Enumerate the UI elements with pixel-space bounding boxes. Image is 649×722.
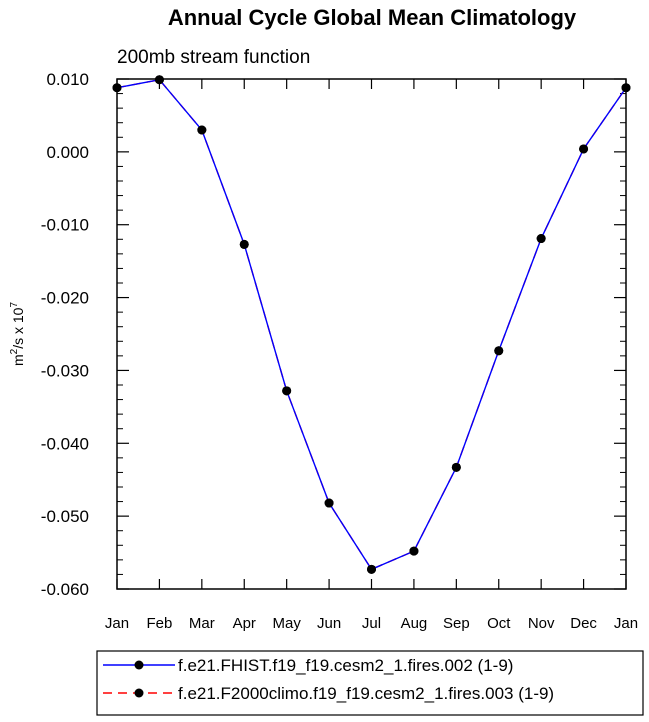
y-tick-label: -0.050 (41, 507, 89, 526)
series-point (579, 144, 589, 154)
y-label-sup1: 2 (9, 348, 20, 354)
y-tick-label: -0.060 (41, 580, 89, 599)
x-tick-label: Jun (317, 615, 341, 632)
series-point (451, 462, 461, 472)
y-label-sup2: 7 (9, 302, 20, 308)
y-tick-label: 0.000 (46, 143, 89, 162)
y-tick-labels: 0.010 0.000 -0.010 -0.020 -0.030 -0.040 -0.050… (41, 70, 89, 599)
legend-label: f.e21.F2000climo.f19_f19.cesm2_1.fires.0… (178, 684, 554, 703)
y-axis-label: m2/s x 107 (9, 302, 26, 366)
legend-label: f.e21.FHIST.f19_f19.cesm2_1.fires.002 (1… (178, 656, 513, 675)
series-point (282, 386, 292, 396)
series-line (116, 78, 627, 571)
x-tick-label: Jan (614, 615, 638, 632)
series-layer (112, 75, 631, 574)
y-label-mid: /s x 10 (10, 307, 26, 348)
chart-title: Annual Cycle Global Mean Climatology (168, 5, 577, 30)
y-tick-label: -0.030 (41, 361, 89, 380)
x-tick-label: Apr (233, 615, 256, 632)
series-point (621, 83, 631, 93)
series-point (494, 346, 504, 356)
x-tick-label: Nov (528, 615, 555, 632)
legend-marker (134, 660, 144, 670)
series-point (324, 498, 334, 508)
series-point (112, 83, 122, 93)
legend: f.e21.FHIST.f19_f19.cesm2_1.fires.002 (1… (103, 656, 554, 703)
plot-frame (116, 78, 627, 590)
x-tick-label: Oct (487, 615, 511, 632)
x-tick-label: Sep (443, 615, 470, 632)
chart-subtitle: 200mb stream function (117, 47, 310, 68)
x-tick-label: Aug (401, 615, 428, 632)
y-tick-label: 0.010 (46, 70, 89, 89)
x-tick-labels: Jan Feb Mar Apr May Jun Jul Aug Sep Oct Nov Dec Jan (105, 615, 638, 632)
series-point (154, 75, 164, 85)
y-tick-label: -0.020 (41, 289, 89, 308)
legend-marker (134, 688, 144, 698)
legend-box (96, 650, 644, 716)
tick-layer (116, 78, 627, 590)
x-tick-label: Jul (362, 615, 381, 632)
x-tick-label: Jan (105, 615, 129, 632)
y-label-base: m (10, 354, 26, 366)
series-point (409, 546, 419, 556)
series-point (197, 125, 207, 135)
x-tick-label: May (272, 615, 301, 632)
y-tick-label: -0.040 (41, 434, 89, 453)
y-tick-label: -0.010 (41, 216, 89, 235)
x-tick-label: Dec (570, 615, 597, 632)
series-point (367, 564, 376, 574)
x-tick-label: Mar (189, 615, 215, 632)
series-point (536, 234, 546, 244)
series-line (116, 78, 627, 571)
x-tick-label: Feb (146, 615, 172, 632)
series-point (239, 239, 249, 249)
